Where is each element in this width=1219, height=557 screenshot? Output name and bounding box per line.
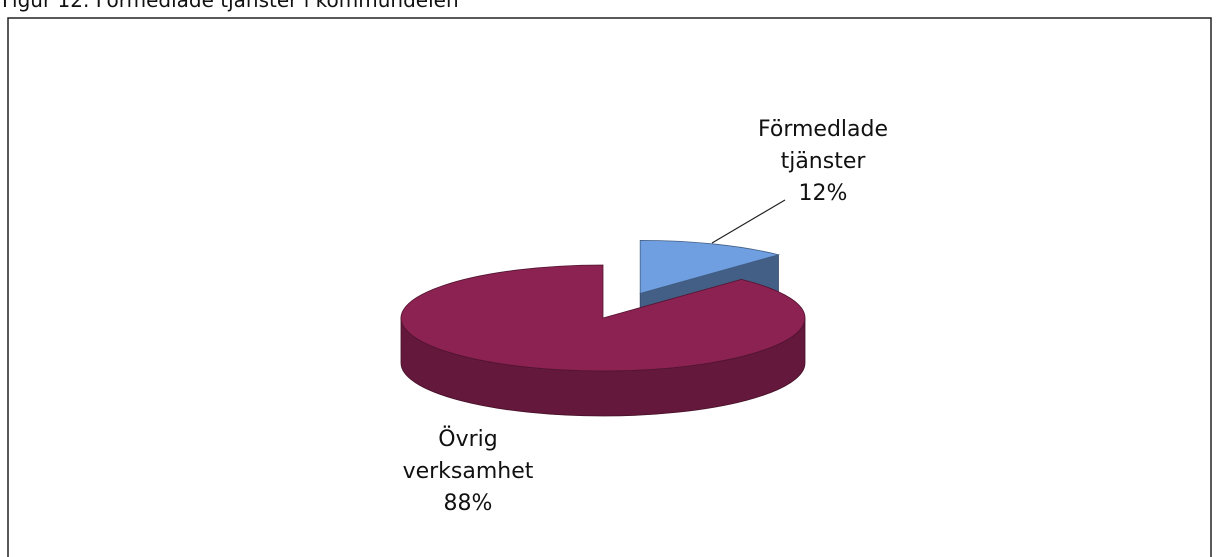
value-label: 88% bbox=[443, 491, 493, 516]
value-label: 12% bbox=[798, 181, 848, 206]
slice-top bbox=[400, 264, 806, 372]
frame bbox=[7, 17, 1212, 557]
chart-title: Figur 12. Förmedlade tjänster i kommunde… bbox=[2, 0, 459, 12]
slice-label: Övrig verksamhet 88% bbox=[388, 424, 548, 520]
slice-top bbox=[639, 239, 781, 294]
leader-line bbox=[711, 199, 786, 244]
slice-label: Förmedlade tjänster 12% bbox=[728, 114, 918, 210]
category-label: Övrig verksamhet bbox=[402, 427, 534, 484]
category-label: Förmedlade tjänster bbox=[757, 117, 888, 174]
